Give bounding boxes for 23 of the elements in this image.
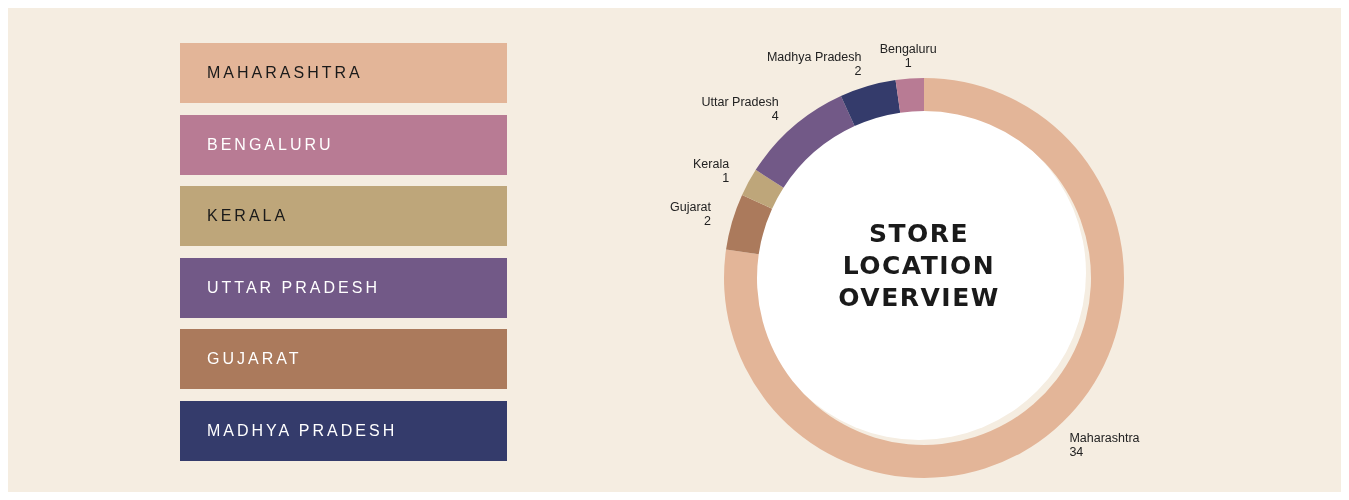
- donut-slice: [742, 169, 784, 209]
- donut-slice: [895, 78, 924, 113]
- data-label: 34: [1069, 444, 1084, 459]
- data-label: 2: [704, 214, 712, 229]
- text: MADHYA PRADESH: [180, 400, 507, 461]
- donut-slice: [726, 194, 773, 255]
- data-label: 1: [904, 55, 912, 70]
- slice-label: Madhya Pradesh: [766, 49, 862, 64]
- text: STORE LOCATION OVERVIEW: [837, 218, 1001, 314]
- slice-label: Maharashtra: [1069, 430, 1140, 445]
- slice-label: Gujarat: [669, 200, 712, 215]
- data-label: 2: [854, 63, 862, 78]
- text: BENGALURU: [180, 114, 507, 175]
- slice-label: Uttar Pradesh: [701, 95, 779, 110]
- text: GUJARAT: [180, 329, 507, 389]
- data-label: 4: [771, 109, 779, 124]
- text: UTTAR PRADESH: [180, 257, 507, 318]
- text: MAHARASHTRA: [180, 43, 507, 103]
- slice-label: Kerala: [693, 156, 730, 171]
- donut-slice: [840, 80, 901, 127]
- text: KERALA: [180, 186, 507, 246]
- data-label: 1: [722, 170, 730, 185]
- slice-label: Bengaluru: [879, 41, 937, 56]
